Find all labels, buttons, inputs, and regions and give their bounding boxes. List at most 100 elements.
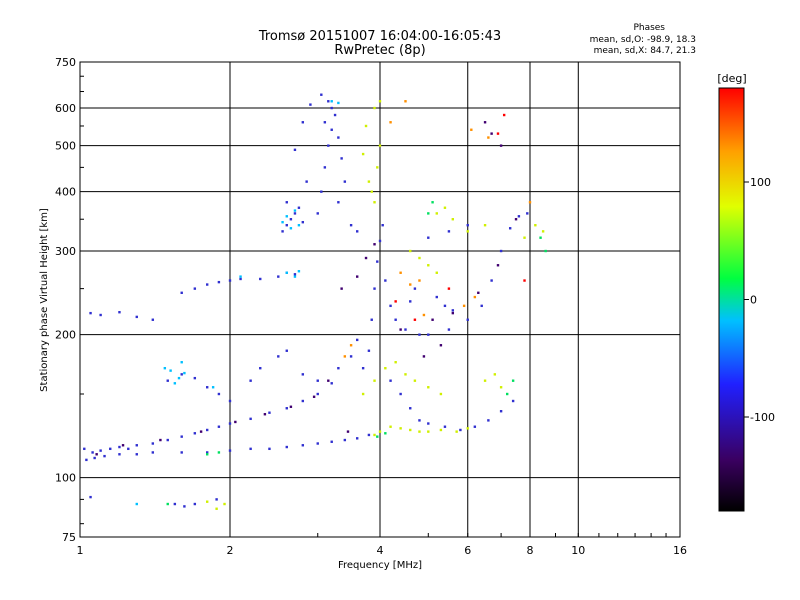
data-point — [205, 453, 209, 456]
data-point — [399, 392, 402, 396]
data-point — [205, 451, 209, 454]
data-point — [499, 410, 503, 413]
data-point — [451, 218, 455, 221]
y-tick-label: 400 — [55, 186, 76, 199]
data-point — [370, 190, 373, 193]
data-point — [301, 220, 305, 224]
data-point — [89, 311, 92, 315]
data-point — [480, 304, 483, 308]
data-point — [487, 136, 490, 139]
data-point — [483, 121, 487, 124]
data-point — [166, 438, 169, 442]
data-point — [511, 399, 515, 403]
data-point — [427, 236, 430, 239]
data-point — [409, 300, 412, 303]
data-point — [330, 100, 333, 103]
colorbar-tick-label: 0 — [750, 294, 757, 307]
data-point — [249, 447, 252, 451]
data-point — [517, 215, 521, 218]
data-point — [151, 442, 155, 445]
data-point — [451, 309, 455, 312]
data-point — [373, 287, 376, 290]
data-point — [333, 113, 337, 117]
data-point — [455, 430, 458, 433]
data-point — [316, 212, 319, 215]
data-point — [343, 355, 347, 358]
data-point — [217, 392, 221, 396]
data-point — [447, 230, 451, 233]
data-point — [109, 447, 112, 451]
data-point — [349, 355, 353, 358]
data-point — [361, 152, 365, 156]
data-point — [320, 93, 323, 96]
data-point — [305, 180, 308, 183]
data-point — [427, 333, 430, 336]
data-point — [378, 239, 382, 243]
data-point — [539, 236, 542, 239]
data-point — [378, 144, 382, 147]
colorbar-ticks: 100 0 -100 — [744, 176, 775, 424]
data-point — [127, 447, 130, 451]
data-point — [431, 318, 434, 321]
data-point — [99, 313, 102, 317]
data-point — [364, 256, 368, 260]
data-point — [228, 449, 232, 452]
data-point — [205, 500, 209, 503]
x-tick-label: 1 — [77, 544, 84, 557]
y-tick-label: 600 — [55, 102, 76, 115]
data-point — [473, 295, 477, 299]
data-point — [487, 419, 490, 422]
data-point — [459, 428, 462, 432]
data-point — [439, 428, 443, 432]
x-tick-label: 16 — [673, 544, 687, 557]
data-point — [293, 275, 297, 278]
data-point — [228, 422, 232, 425]
data-point — [394, 361, 397, 364]
data-point — [394, 300, 397, 303]
data-point — [490, 132, 493, 135]
data-point — [277, 275, 280, 278]
data-point — [205, 386, 209, 389]
data-point — [320, 190, 323, 193]
data-point — [316, 442, 319, 445]
data-point — [389, 425, 392, 428]
data-point — [327, 100, 330, 103]
x-tick-label: 4 — [377, 544, 384, 557]
data-point — [439, 392, 443, 396]
data-point — [301, 399, 305, 403]
data-point — [418, 279, 421, 282]
data-point — [399, 427, 402, 430]
y-axis-label: Stationary phase Virtual Height [km] — [39, 208, 50, 392]
data-point — [496, 132, 500, 135]
data-point — [340, 157, 343, 160]
data-point — [427, 430, 430, 433]
chart-subtitle: RwPretec (8p) — [334, 43, 425, 58]
y-tick-label: 500 — [55, 140, 76, 153]
data-point — [135, 315, 138, 319]
data-point — [378, 100, 382, 103]
data-point — [404, 373, 407, 376]
data-point — [418, 256, 421, 260]
colorbar-label: [deg] — [717, 72, 746, 85]
data-point — [370, 318, 373, 321]
colorbar-tick-label: 100 — [750, 176, 771, 189]
data-point — [384, 432, 387, 435]
data-point — [289, 405, 293, 408]
data-point — [217, 425, 221, 428]
data-point — [523, 236, 526, 239]
data-point — [215, 498, 218, 501]
data-point — [277, 355, 280, 358]
data-point — [534, 224, 537, 227]
data-point — [418, 333, 421, 336]
data-point — [367, 433, 371, 437]
data-point — [373, 201, 376, 204]
data-point — [323, 121, 327, 124]
data-point — [514, 218, 518, 221]
data-point — [297, 206, 301, 209]
data-point — [435, 271, 438, 274]
data-point — [205, 428, 209, 432]
data-point — [337, 366, 340, 370]
data-point — [103, 454, 106, 458]
data-point — [177, 376, 181, 380]
